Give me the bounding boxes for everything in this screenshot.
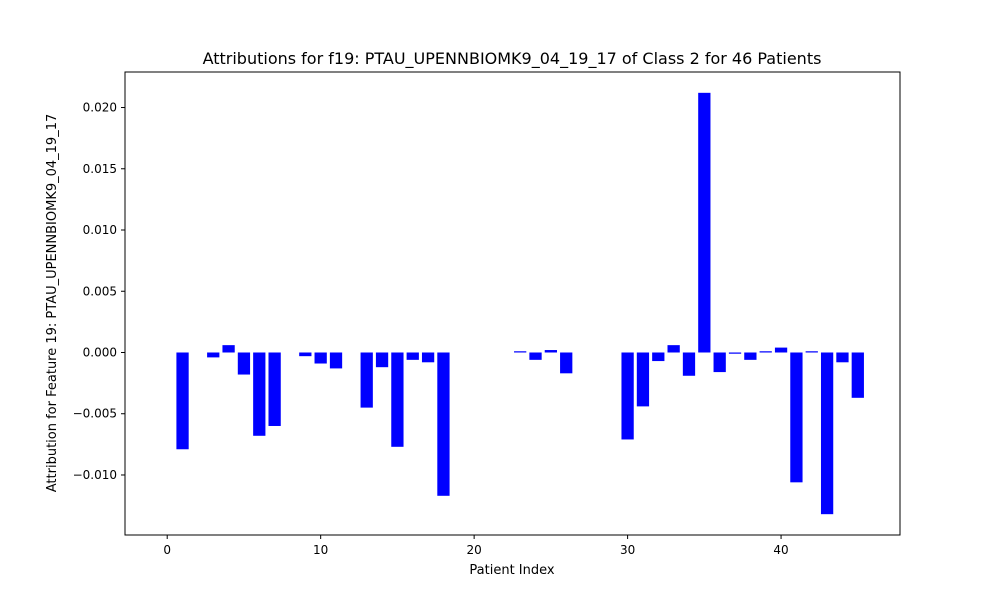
bar-patient-42 bbox=[805, 351, 818, 353]
bar-patient-11 bbox=[329, 352, 343, 369]
bar-patient-31 bbox=[636, 352, 650, 407]
bar-patient-1 bbox=[176, 352, 189, 450]
bar-patient-4 bbox=[222, 345, 235, 353]
bar-patient-10 bbox=[314, 352, 327, 364]
bar-patient-6 bbox=[253, 352, 266, 436]
bar-patient-13 bbox=[360, 352, 373, 408]
bar-patient-45 bbox=[851, 352, 864, 398]
x-axis-label: Patient Index bbox=[469, 563, 554, 578]
bar-patient-24 bbox=[529, 352, 542, 360]
bar-patient-9 bbox=[299, 352, 312, 357]
chart-title: Attributions for f19: PTAU_UPENNBIOMK9_0… bbox=[203, 49, 822, 69]
y-axis-label: Attribution for Feature 19: PTAU_UPENNBI… bbox=[45, 114, 60, 492]
x-tick-label: 0 bbox=[163, 543, 171, 557]
bar-patient-7 bbox=[268, 352, 281, 426]
y-tick-label: 0.000 bbox=[83, 345, 117, 359]
x-tick-label: 30 bbox=[620, 543, 635, 557]
bar-patient-39 bbox=[759, 351, 772, 353]
y-axis-ticks: −0.010 −0.005 0.000 0.005 0.010 0.015 0.020 bbox=[73, 101, 125, 482]
bar-patient-3 bbox=[207, 352, 220, 358]
x-tick-label: 10 bbox=[313, 543, 328, 557]
bar-patient-30 bbox=[621, 352, 634, 440]
bars-group bbox=[176, 92, 864, 515]
bar-patient-23 bbox=[514, 351, 527, 353]
bar-patient-14 bbox=[375, 352, 389, 368]
bar-patient-44 bbox=[836, 352, 849, 363]
bar-patient-16 bbox=[406, 352, 419, 360]
bar-patient-41 bbox=[790, 352, 803, 483]
bar-patient-17 bbox=[421, 352, 435, 363]
bar-patient-32 bbox=[652, 352, 665, 362]
y-tick-label: 0.015 bbox=[83, 162, 117, 176]
bar-patient-5 bbox=[237, 352, 251, 375]
bar-patient-37 bbox=[728, 352, 742, 354]
bar-patient-26 bbox=[560, 352, 573, 374]
x-tick-label: 20 bbox=[466, 543, 481, 557]
bar-patient-25 bbox=[544, 350, 558, 353]
x-axis-ticks: 0 10 20 30 40 bbox=[163, 535, 789, 557]
bar-patient-40 bbox=[774, 347, 788, 353]
bar-patient-15 bbox=[391, 352, 404, 447]
x-tick-label: 40 bbox=[773, 543, 788, 557]
y-tick-label: 0.005 bbox=[83, 284, 117, 298]
y-tick-label: 0.010 bbox=[83, 223, 117, 237]
bar-patient-34 bbox=[682, 352, 696, 376]
bar-patient-33 bbox=[667, 345, 680, 353]
bar-patient-18 bbox=[437, 352, 450, 496]
y-tick-label: 0.020 bbox=[83, 101, 117, 115]
y-tick-label: −0.010 bbox=[73, 468, 117, 482]
plot-frame bbox=[124, 71, 901, 536]
y-tick-label: −0.005 bbox=[73, 407, 117, 421]
bar-patient-43 bbox=[820, 352, 834, 515]
bar-patient-36 bbox=[713, 352, 726, 373]
bar-patient-38 bbox=[744, 352, 757, 360]
bar-patient-35 bbox=[698, 92, 711, 353]
